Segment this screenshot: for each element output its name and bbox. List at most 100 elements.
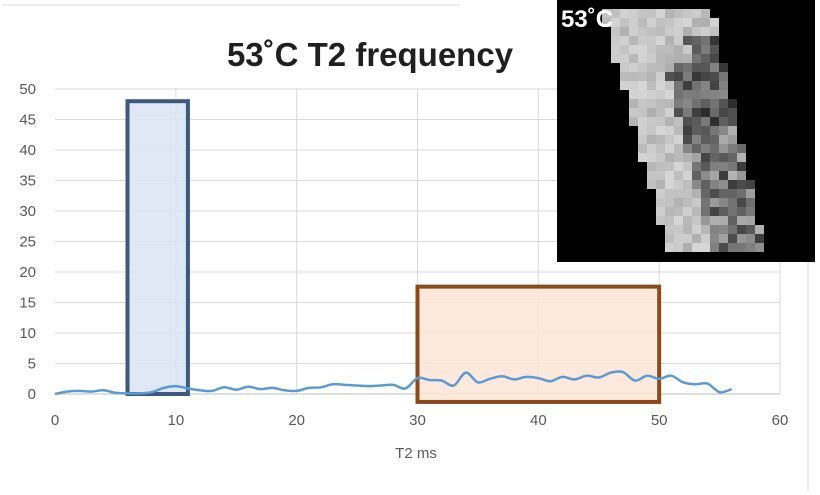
inset-pixel: [710, 225, 719, 234]
inset-pixel: [719, 162, 728, 171]
inset-pixel: [701, 126, 710, 135]
inset-pixel: [710, 243, 719, 252]
inset-pixel: [719, 126, 728, 135]
inset-pixel: [719, 171, 728, 180]
inset-pixel: [647, 99, 656, 108]
inset-pixel: [692, 63, 701, 72]
inset-pixel: [719, 81, 728, 90]
inset-pixel: [629, 81, 638, 90]
inset-pixel: [683, 99, 692, 108]
inset-pixel: [638, 18, 647, 27]
y-tick-label: 0: [28, 386, 36, 403]
inset-pixel: [674, 153, 683, 162]
inset-pixel: [701, 99, 710, 108]
inset-pixel: [701, 108, 710, 117]
inset-pixel: [638, 81, 647, 90]
inset-pixel: [665, 189, 674, 198]
y-tick-label: 30: [19, 203, 36, 220]
inset-pixel: [638, 9, 647, 18]
inset-pixel: [746, 198, 755, 207]
inset-pixel: [728, 153, 737, 162]
inset-label: 53˚C: [561, 6, 613, 33]
inset-pixel: [674, 63, 683, 72]
inset-pixel: [665, 63, 674, 72]
y-tick-label: 15: [19, 295, 36, 312]
inset-pixel: [674, 243, 683, 252]
y-tick-label: 5: [28, 356, 36, 373]
inset-pixel: [692, 243, 701, 252]
inset-pixel: [665, 27, 674, 36]
inset-pixel: [701, 81, 710, 90]
inset-pixel: [674, 171, 683, 180]
inset-pixel: [638, 36, 647, 45]
inset-pixel: [683, 36, 692, 45]
inset-pixel: [701, 144, 710, 153]
inset-pixel: [620, 27, 629, 36]
highlight-box-1: [128, 101, 188, 394]
inset-pixel: [692, 117, 701, 126]
inset-pixel: [719, 234, 728, 243]
inset-pixel: [692, 180, 701, 189]
inset-pixel: [701, 90, 710, 99]
inset-pixel: [710, 18, 719, 27]
inset-pixel: [683, 171, 692, 180]
inset-pixel: [692, 126, 701, 135]
inset-pixel: [719, 198, 728, 207]
inset-pixel: [728, 108, 737, 117]
inset-pixel: [656, 180, 665, 189]
inset-pixel: [692, 45, 701, 54]
inset-pixel: [629, 45, 638, 54]
y-tick-label: 20: [19, 264, 36, 281]
inset-pixel: [647, 180, 656, 189]
inset-pixel: [692, 153, 701, 162]
inset-pixel: [701, 54, 710, 63]
inset-pixel: [674, 162, 683, 171]
inset-pixel: [647, 36, 656, 45]
inset-pixel: [692, 162, 701, 171]
x-tick-label: 40: [530, 412, 547, 429]
inset-pixel: [692, 144, 701, 153]
inset-pixel: [701, 117, 710, 126]
inset-pixel: [692, 207, 701, 216]
inset-pixel: [692, 108, 701, 117]
inset-pixel: [656, 36, 665, 45]
inset-pixel: [665, 126, 674, 135]
inset-pixel: [710, 99, 719, 108]
y-tick-label: 45: [19, 112, 36, 129]
inset-pixel: [665, 9, 674, 18]
inset-pixel: [683, 180, 692, 189]
inset-pixel: [629, 54, 638, 63]
inset-pixel: [746, 234, 755, 243]
inset-pixel: [656, 162, 665, 171]
inset-pixel: [737, 198, 746, 207]
inset-pixel: [629, 27, 638, 36]
inset-pixel: [692, 27, 701, 36]
inset-pixel: [710, 207, 719, 216]
y-tick-label: 10: [19, 325, 36, 342]
inset-pixel: [692, 81, 701, 90]
inset-pixel: [701, 36, 710, 45]
x-tick-label: 10: [167, 412, 184, 429]
inset-pixel: [674, 99, 683, 108]
inset-pixel: [647, 162, 656, 171]
inset-pixel: [683, 216, 692, 225]
inset-pixel: [683, 90, 692, 99]
inset-pixel: [674, 81, 683, 90]
inset-pixel: [710, 216, 719, 225]
inset-pixel: [737, 225, 746, 234]
inset-pixel: [611, 36, 620, 45]
inset-pixel: [638, 108, 647, 117]
inset-pixel: [701, 234, 710, 243]
inset-pixel: [611, 45, 620, 54]
inset-pixel: [629, 36, 638, 45]
inset-pixel: [629, 108, 638, 117]
inset-pixel: [665, 225, 674, 234]
inset-pixel: [629, 9, 638, 18]
inset-pixel: [692, 72, 701, 81]
inset-pixel: [629, 117, 638, 126]
inset-pixel: [647, 81, 656, 90]
inset-pixel: [701, 9, 710, 18]
inset-pixel: [710, 153, 719, 162]
inset-pixel: [728, 117, 737, 126]
